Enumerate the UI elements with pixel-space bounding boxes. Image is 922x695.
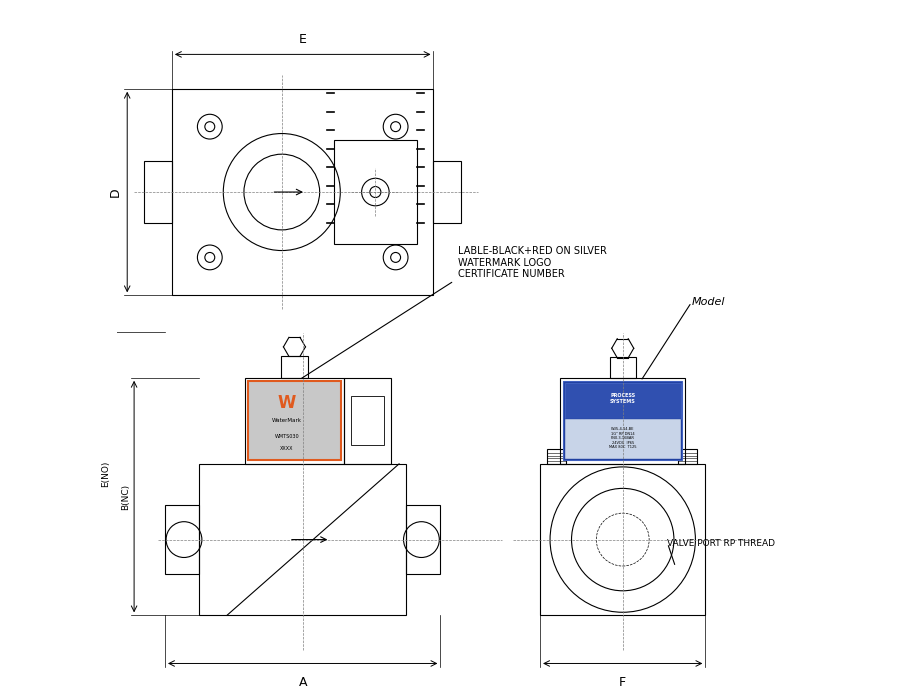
Text: LABLE-BLACK+RED ON SILVER
WATERMARK LOGO
CERTIFICATE NUMBER: LABLE-BLACK+RED ON SILVER WATERMARK LOGO… [457,246,607,279]
Bar [547,449,566,464]
Text: VALVE PORT RP THREAD: VALVE PORT RP THREAD [668,539,775,548]
Bar [344,378,391,464]
Text: E(NO): E(NO) [100,461,110,487]
Bar [433,161,461,223]
Bar [560,378,685,464]
Bar [248,382,340,461]
Text: WaterMark: WaterMark [272,418,302,423]
Text: B(NC): B(NC) [122,484,130,509]
Bar [609,357,636,378]
Bar [165,505,199,574]
Bar [565,383,680,419]
Bar [334,140,417,244]
Bar [351,396,384,445]
Text: A: A [299,676,307,689]
Bar [406,505,441,574]
Bar [563,382,682,461]
Text: WMTS030: WMTS030 [275,434,300,439]
Bar [565,420,680,459]
Bar [145,161,171,223]
Bar [678,449,697,464]
Bar [199,464,406,615]
Text: E: E [299,33,307,46]
Text: W: W [278,395,296,412]
Bar [245,378,344,464]
Bar [280,356,308,378]
Text: XXXX: XXXX [280,446,294,451]
Text: F: F [620,676,626,689]
Text: Model: Model [692,297,725,307]
Text: W35-4-14-BE
1G" RP DN14
PN0.3-16BAR
24VDC  IP65
MAX 80C  T125: W35-4-14-BE 1G" RP DN14 PN0.3-16BAR 24VD… [609,427,636,450]
Text: PROCESS
SYSTEMS: PROCESS SYSTEMS [609,393,635,404]
Bar [540,464,705,615]
Bar [171,89,433,295]
Text: D: D [108,187,122,197]
